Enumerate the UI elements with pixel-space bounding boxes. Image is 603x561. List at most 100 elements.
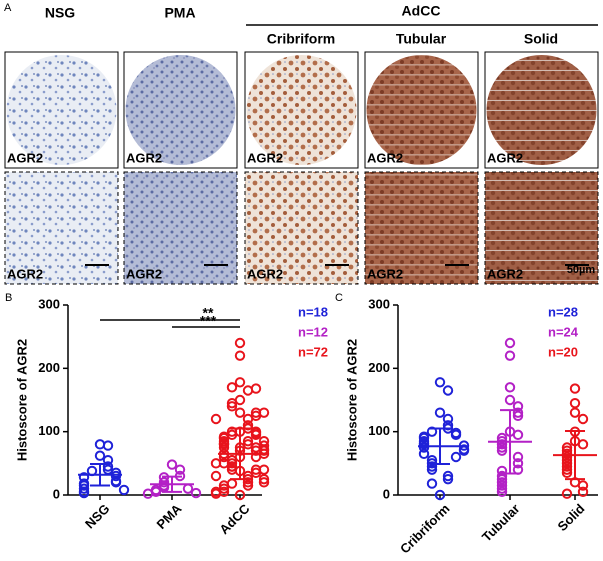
y-axis-label: Histoscore of AGR2 xyxy=(344,339,359,461)
data-point xyxy=(434,489,446,501)
data-point xyxy=(450,429,462,441)
error-bar xyxy=(230,427,250,481)
data-point xyxy=(218,439,230,450)
stain-label: AGR2 xyxy=(126,150,162,165)
data-point xyxy=(496,480,508,491)
data-point xyxy=(210,413,222,425)
data-point xyxy=(426,461,438,472)
data-point xyxy=(226,382,238,393)
data-point xyxy=(258,407,270,418)
data-point xyxy=(118,484,130,496)
data-point xyxy=(182,483,194,494)
data-point xyxy=(577,439,589,450)
stain-label: AGR2 xyxy=(367,266,403,281)
data-point xyxy=(242,480,254,491)
column-header: Cribriform xyxy=(267,31,335,47)
data-point xyxy=(496,473,508,485)
data-point xyxy=(577,413,589,425)
x-tick-label: PMA xyxy=(154,501,185,532)
data-point xyxy=(442,385,454,396)
data-point xyxy=(258,435,270,447)
data-point xyxy=(561,451,573,463)
data-point xyxy=(496,470,508,482)
stain-label: AGR2 xyxy=(7,150,43,165)
tissue-core xyxy=(6,55,117,165)
data-point xyxy=(496,442,508,453)
data-point xyxy=(234,377,246,388)
y-tick-label: 300 xyxy=(368,296,390,311)
data-point xyxy=(426,426,438,437)
data-point xyxy=(190,487,202,499)
data-point xyxy=(166,459,178,470)
data-point xyxy=(226,401,238,412)
y-tick-label: 0 xyxy=(383,486,390,501)
data-point xyxy=(226,397,238,409)
y-tick-label: 100 xyxy=(368,423,390,438)
data-point xyxy=(504,394,516,406)
data-point xyxy=(512,407,524,418)
data-point xyxy=(78,483,90,494)
error-bar xyxy=(90,462,110,487)
scale-label: 50µm xyxy=(567,264,596,276)
n-label: n=24 xyxy=(548,324,579,339)
y-tick-label: 100 xyxy=(38,423,60,438)
data-point xyxy=(561,488,573,499)
stain-label: AGR2 xyxy=(7,266,43,281)
data-point xyxy=(569,397,581,409)
data-point xyxy=(250,426,262,437)
data-point xyxy=(561,448,573,460)
data-point xyxy=(426,464,438,475)
error-bar xyxy=(565,430,585,481)
data-point xyxy=(569,383,581,394)
column-header: Tubular xyxy=(396,31,447,47)
data-point xyxy=(561,461,573,472)
data-point xyxy=(110,470,122,482)
stain-label: AGR2 xyxy=(126,266,162,281)
stain-label: AGR2 xyxy=(247,150,283,165)
data-point xyxy=(210,470,222,482)
data-point xyxy=(94,450,106,461)
data-point xyxy=(242,477,254,488)
x-tick-label: Cribriform xyxy=(397,501,453,557)
error-bar xyxy=(162,475,182,493)
data-point xyxy=(450,451,462,463)
data-point xyxy=(496,439,508,450)
data-point xyxy=(561,442,573,453)
data-point xyxy=(512,458,524,469)
tissue-core xyxy=(125,55,236,165)
data-point xyxy=(174,464,186,475)
significance-label: *** xyxy=(200,313,217,329)
data-point xyxy=(577,486,589,498)
data-point xyxy=(250,383,262,394)
n-label: n=28 xyxy=(548,304,578,319)
data-point xyxy=(434,407,446,418)
data-point xyxy=(234,489,246,501)
data-point xyxy=(110,477,122,488)
column-header: Solid xyxy=(524,31,558,47)
n-label: n=18 xyxy=(298,304,328,319)
data-point xyxy=(561,458,573,469)
data-point xyxy=(496,486,508,498)
data-point xyxy=(218,432,230,444)
data-point xyxy=(512,451,524,463)
data-point xyxy=(234,337,246,349)
data-point xyxy=(234,407,246,418)
data-point xyxy=(512,429,524,441)
tissue-core xyxy=(366,55,477,165)
x-tick-label: NSG xyxy=(82,501,113,532)
data-point xyxy=(142,488,154,499)
data-point xyxy=(458,445,470,456)
data-point xyxy=(242,420,254,431)
group-header: AdCC xyxy=(402,3,441,19)
column-header: NSG xyxy=(45,5,75,21)
y-tick-label: 0 xyxy=(53,486,60,501)
data-point xyxy=(234,350,246,361)
data-point xyxy=(496,477,508,488)
data-point xyxy=(242,435,254,447)
data-point xyxy=(569,407,581,418)
data-point xyxy=(102,461,114,472)
data-point xyxy=(442,413,454,425)
tissue-core xyxy=(486,55,597,165)
significance-label: ** xyxy=(203,305,214,321)
